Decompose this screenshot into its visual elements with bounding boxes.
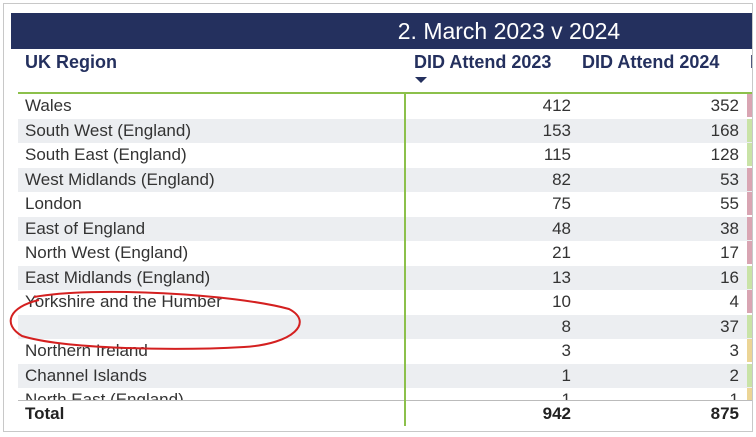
table-body: Wales 412 352 South West (England) 153 168 Sou… [18,92,752,400]
total-2023: 942 [542,404,571,423]
region-cell: Wales [25,96,72,115]
region-cell: East of England [25,218,146,238]
table-row[interactable]: North West (England) 21 17 [18,241,752,266]
attend-2024-cell: 352 [710,96,739,115]
attend-2024-cell: 3 [729,341,739,360]
total-label: Total [25,404,65,423]
table-row[interactable]: 8 37 [18,314,752,339]
attend-2024-cell: 53 [720,169,739,189]
attend-2024-cell: 37 [720,316,739,336]
attend-2023-cell: 48 [552,218,571,238]
column-header[interactable]: D [750,50,752,74]
table-row[interactable]: London 75 55 [18,192,752,217]
attend-2023-cell: 412 [542,96,571,115]
status-color-cell [747,118,752,142]
table-row[interactable]: Northern Ireland 3 3 [18,339,752,364]
status-color-cell [747,192,752,215]
attend-2024-cell: 168 [710,120,739,140]
status-color-cell [747,241,752,264]
status-color-cell [747,363,752,387]
column-header[interactable]: DID Attend 2023 [414,52,552,72]
attend-2023-cell: 21 [552,243,571,262]
attend-2024-cell: 128 [710,145,739,164]
region-cell: North East (England) [25,390,184,400]
region-cell: North West (England) [25,243,189,262]
attend-2024-cell: 55 [720,194,739,213]
status-color-cell [747,94,752,117]
status-color-cell [747,290,752,313]
attend-2023-cell: 82 [552,169,571,189]
total-row: Total 942 875 [18,400,752,429]
status-color-cell [747,314,752,338]
status-color-cell [747,339,752,362]
table-row[interactable]: Channel Islands 1 2 [18,363,752,388]
column-header[interactable]: UK Region [25,52,117,72]
attend-2023-cell: 1 [561,390,571,400]
attend-2023-cell: 153 [542,120,571,140]
region-cell: Yorkshire and the Humber [25,292,222,311]
attend-2024-cell: 4 [729,292,739,311]
status-color-cell [747,216,752,240]
column-divider [404,92,406,426]
attend-2024-cell: 16 [720,267,739,287]
attend-2024-cell: 2 [729,365,739,385]
region-cell: South West (England) [25,120,191,140]
attend-2024-cell: 17 [720,243,739,262]
table-row[interactable]: Yorkshire and the Humber 10 4 [18,290,752,315]
status-color-cell [747,167,752,191]
status-color-cell [747,388,752,400]
attend-2023-cell: 1 [561,365,571,385]
table-row[interactable]: South West (England) 153 168 [18,118,752,143]
region-cell: London [25,194,82,213]
attend-2023-cell: 10 [552,292,571,311]
region-cell: Northern Ireland [25,341,148,360]
status-color-cell [747,265,752,289]
region-cell: East Midlands (England) [25,267,211,287]
table-row[interactable]: North East (England) 1 1 [18,388,752,400]
table-visual: 2. March 2023 v 2024 UK Region DID Atten… [3,3,753,432]
table-row[interactable]: East of England 48 38 [18,216,752,241]
table-row[interactable]: Wales 412 352 [18,94,752,119]
attend-2023-cell: 13 [552,267,571,287]
attend-2024-cell: 1 [729,390,739,400]
attend-2023-cell: 8 [561,316,571,336]
table-row[interactable]: South East (England) 115 128 [18,143,752,168]
status-color-cell [747,143,752,166]
attend-2023-cell: 75 [552,194,571,213]
sort-arrow [415,77,427,83]
attend-2024-cell: 38 [720,218,739,238]
region-cell: South East (England) [25,145,187,164]
attend-2023-cell: 115 [543,145,571,164]
table-row[interactable]: East Midlands (England) 13 16 [18,265,752,290]
total-2024: 875 [710,404,739,423]
column-header[interactable]: DID Attend 2024 [582,52,720,72]
title: 2. March 2023 v 2024 [397,18,621,44]
region-cell: West Midlands (England) [25,169,215,189]
title-bar [11,13,752,49]
region-cell: Channel Islands [25,365,147,385]
attend-2023-cell: 3 [561,341,571,360]
table-row[interactable]: West Midlands (England) 82 53 [18,167,752,192]
